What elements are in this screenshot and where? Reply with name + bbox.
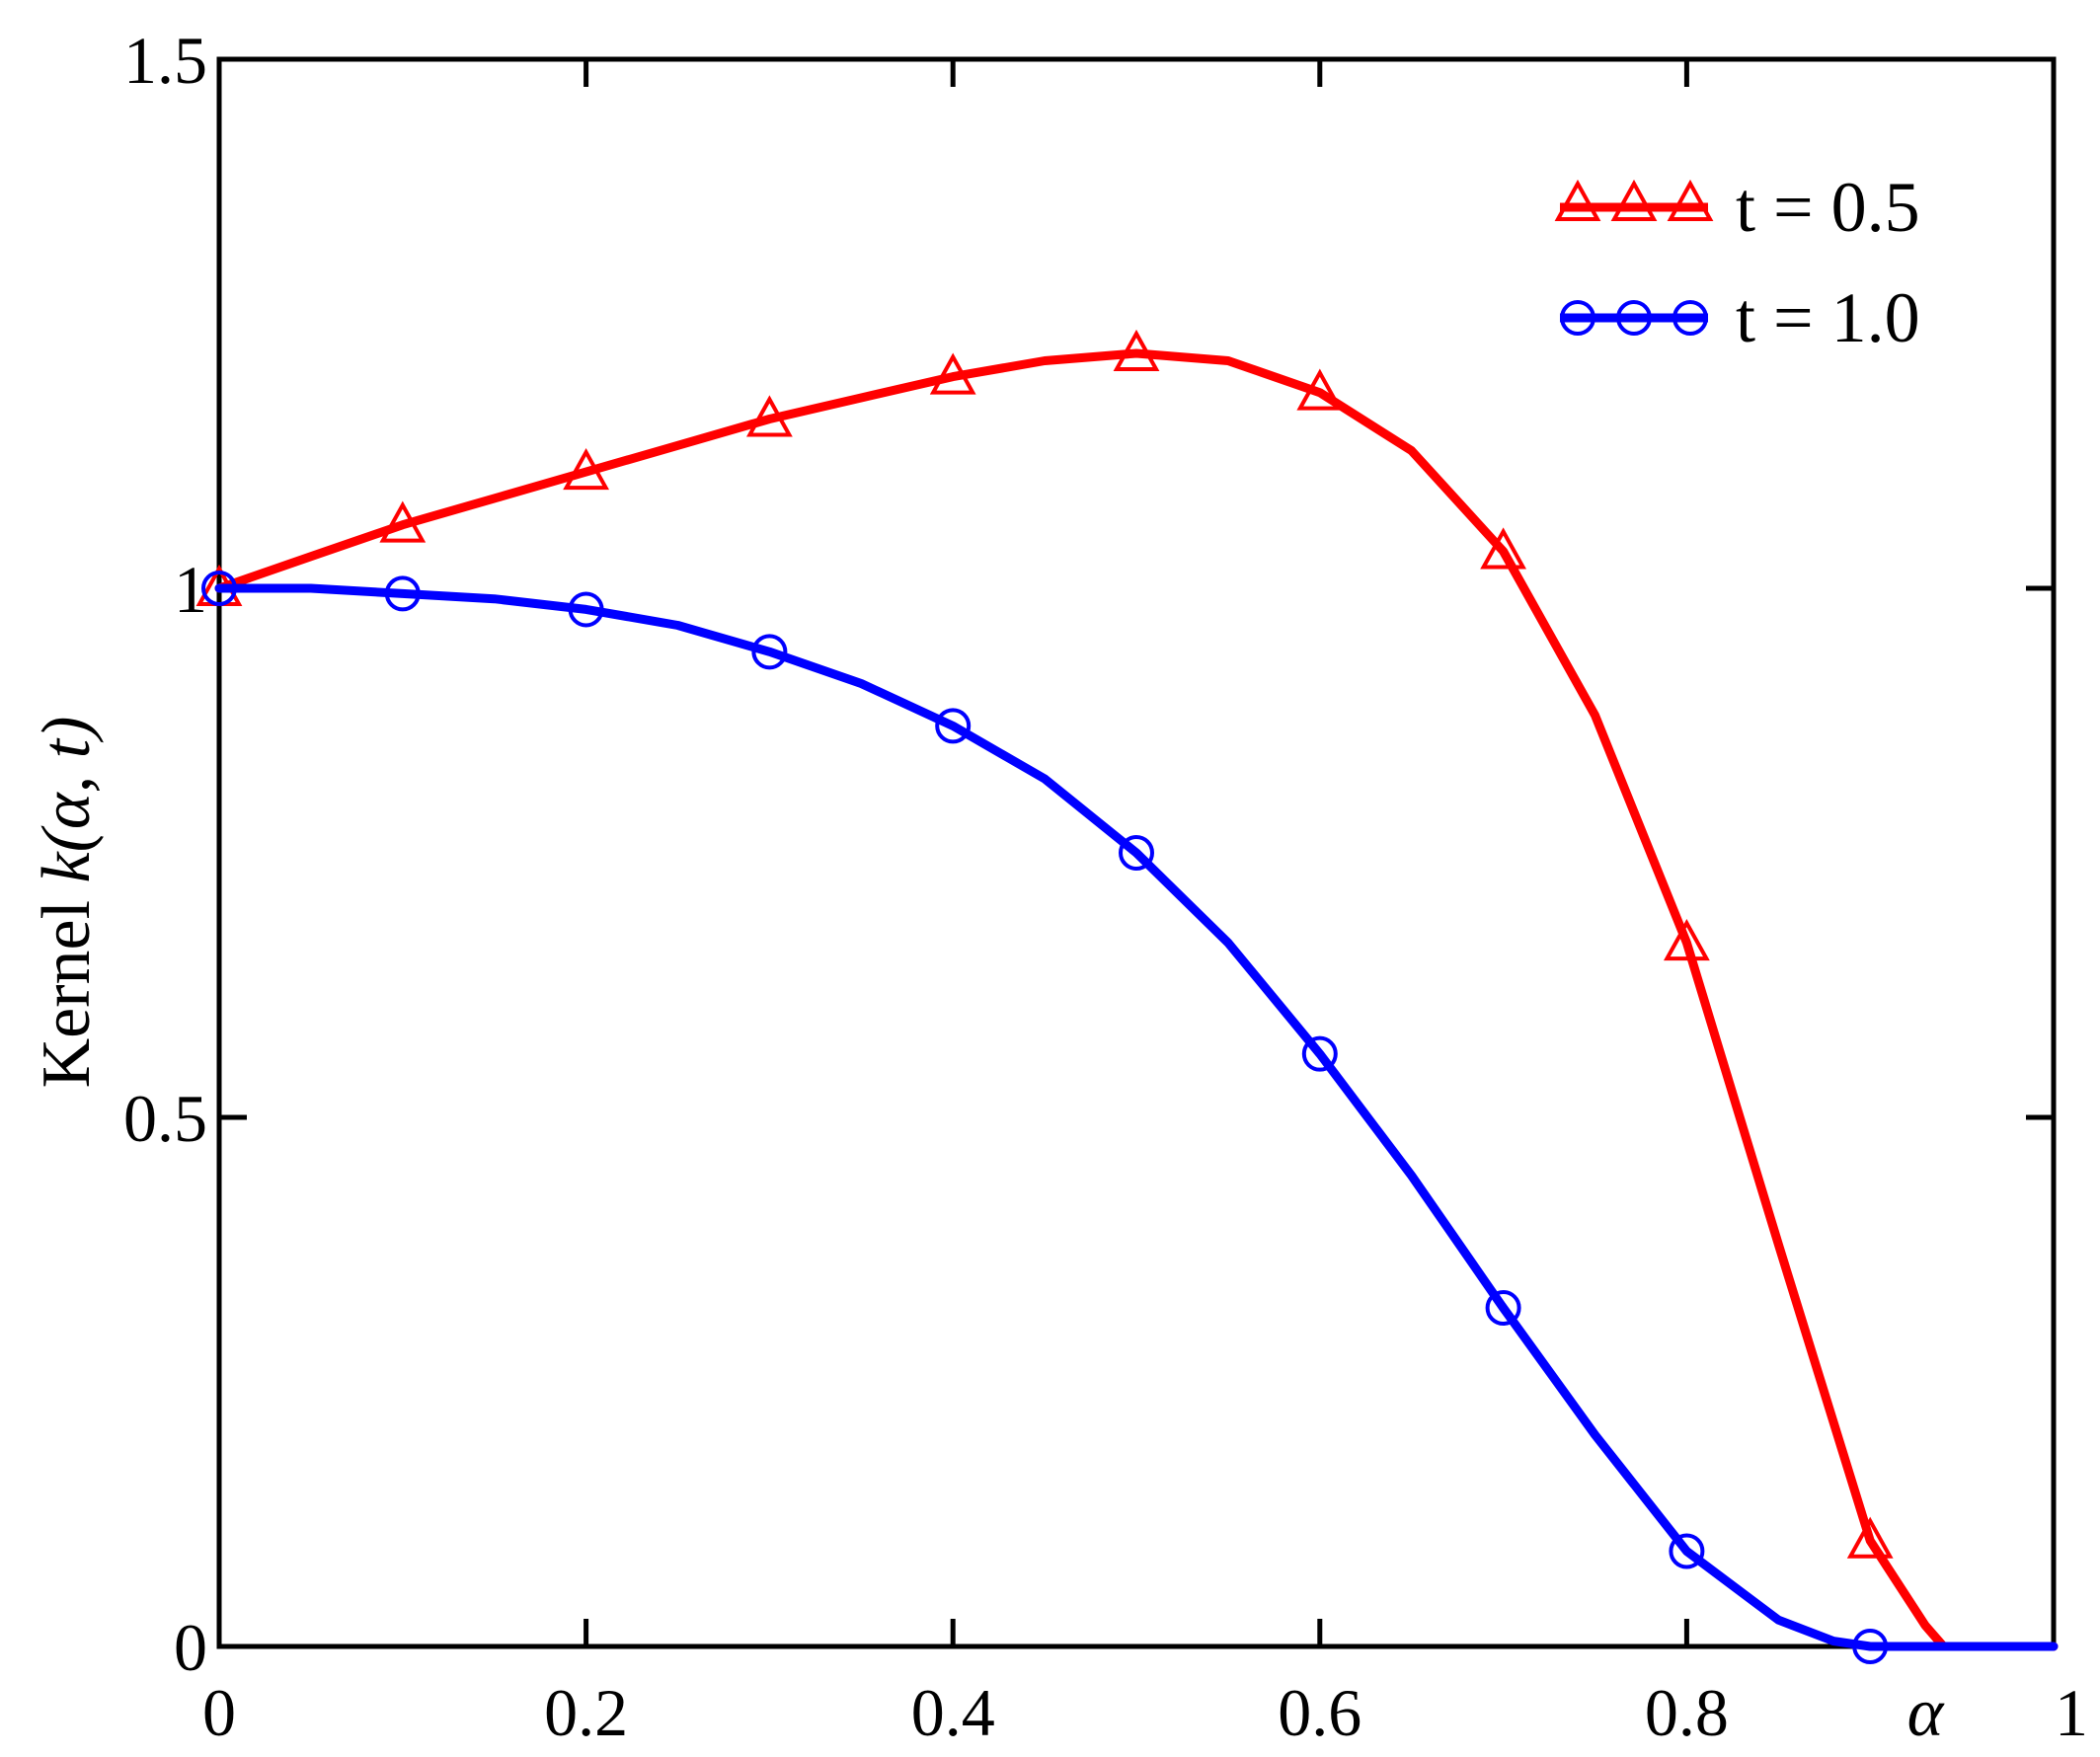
triangle-marker bbox=[1480, 527, 1526, 570]
circle-marker bbox=[201, 571, 237, 606]
y-axis-label: Kernel k(α, t) bbox=[29, 717, 105, 1089]
legend-label: t = 1.0 bbox=[1736, 278, 1920, 357]
legend-circle-marker bbox=[1616, 300, 1652, 336]
x-tick-label: 0.8 bbox=[1645, 1675, 1729, 1750]
y-tick-label: 0.5 bbox=[123, 1081, 207, 1156]
legend-item: t = 1.0 bbox=[1560, 278, 1920, 357]
legend-triangle-marker bbox=[1554, 179, 1601, 221]
series-line bbox=[214, 583, 2059, 1651]
circle-marker bbox=[1485, 1289, 1521, 1326]
x-tick-label: 0.4 bbox=[911, 1675, 995, 1750]
triangle-marker bbox=[563, 447, 609, 491]
circle-marker bbox=[1852, 1629, 1889, 1664]
series-1 bbox=[195, 329, 2059, 1651]
legend-triangle-marker bbox=[1667, 179, 1714, 221]
legend-circle-marker bbox=[1672, 300, 1708, 336]
x-tick-labels: 0 0.2 0.4 0.6 0.8 1 bbox=[202, 1675, 2088, 1750]
x-tick-label: 1 bbox=[2055, 1675, 2088, 1750]
x-tick-label: 0.6 bbox=[1278, 1675, 1361, 1750]
legend: t = 0.5 t = 1.0 bbox=[1554, 168, 1920, 357]
y-tick-label: 0 bbox=[174, 1610, 207, 1685]
legend-circle-marker bbox=[1560, 300, 1595, 336]
y-axis-label-prefix: Kernel bbox=[29, 882, 105, 1088]
triangle-marker bbox=[1846, 1516, 1894, 1559]
x-tick-label: 0 bbox=[202, 1675, 236, 1750]
triangle-marker bbox=[929, 352, 976, 395]
circle-marker bbox=[1301, 1035, 1338, 1072]
triangle-marker bbox=[1113, 329, 1160, 372]
triangle-marker bbox=[746, 395, 793, 437]
circle-marker bbox=[568, 591, 604, 628]
series-layer bbox=[195, 329, 2059, 1664]
circle-marker bbox=[384, 575, 421, 612]
triangle-marker bbox=[379, 500, 427, 543]
x-axis-label: α bbox=[1907, 1675, 1945, 1751]
series-2 bbox=[201, 571, 2059, 1664]
circle-marker bbox=[1119, 835, 1154, 871]
triangle-marker bbox=[1664, 919, 1710, 961]
circle-marker bbox=[751, 634, 788, 670]
y-axis-label-math: k(α, t) bbox=[29, 717, 105, 883]
series-line bbox=[214, 348, 2059, 1651]
legend-triangle-marker bbox=[1610, 179, 1658, 221]
axis-ticks bbox=[219, 59, 2054, 1646]
x-tick-label: 0.2 bbox=[544, 1675, 628, 1750]
plot-frame bbox=[216, 56, 2057, 1649]
circle-marker bbox=[935, 708, 972, 744]
legend-label: t = 0.5 bbox=[1736, 168, 1920, 247]
y-tick-label: 1.5 bbox=[123, 23, 207, 98]
legend-item: t = 0.5 bbox=[1554, 168, 1920, 247]
y-tick-labels: 00.511.5 bbox=[123, 23, 207, 1685]
circle-marker bbox=[1669, 1533, 1705, 1569]
triangle-marker bbox=[1296, 368, 1344, 411]
